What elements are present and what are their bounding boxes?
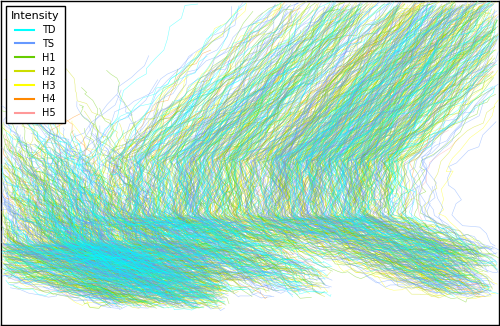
- Legend: TD, TS, H1, H2, H3, H4, H5: TD, TS, H1, H2, H3, H4, H5: [6, 6, 64, 123]
